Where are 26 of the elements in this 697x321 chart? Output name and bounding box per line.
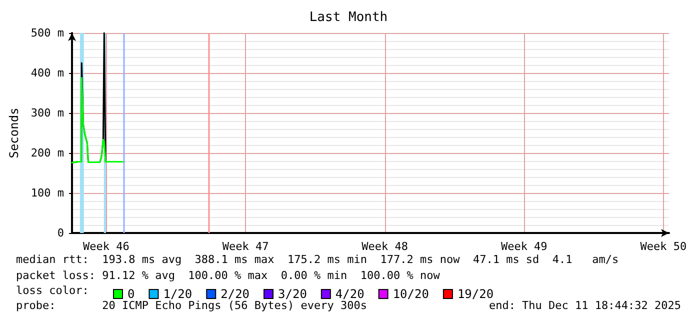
x-tick-label: Week 49	[500, 240, 548, 253]
y-tick-label: 100 m	[30, 186, 64, 200]
x-tick-label: Week 46	[83, 240, 130, 253]
x-tick-label: Week 48	[362, 240, 408, 253]
legend-label: 1/20	[163, 287, 192, 301]
x-tick-label: Week 47	[222, 240, 269, 253]
legend-label: 2/20	[220, 287, 250, 301]
line-series	[71, 77, 125, 164]
y-axis-title: Seconds	[7, 108, 21, 158]
text: end: Thu Dec 11 18:44:32 2025	[488, 299, 682, 312]
y-tick-label: 300 m	[30, 106, 64, 120]
text: probe: 20 ICMP Echo Pings (56 Bytes) every 300s	[16, 299, 367, 312]
y-tick-label: 0	[57, 226, 64, 240]
y-tick-label: 500 m	[30, 26, 64, 40]
legend-label: 10/20	[392, 287, 429, 301]
x-tick-label: Week 50	[640, 240, 687, 253]
y-tick-label: 400 m	[30, 66, 64, 80]
legend-label: 19/20	[457, 287, 494, 301]
text: packet loss: 91.12 % avg 100.00 % max 0.00 % min 100.00 % now	[16, 269, 440, 282]
legend-label: 3/20	[278, 287, 307, 301]
legend-label: 0	[128, 287, 135, 301]
chart-title: Last Month	[309, 10, 388, 25]
text: loss color:	[16, 284, 89, 297]
legend-label: 4/20	[335, 287, 364, 301]
y-tick-label: 200 m	[30, 146, 64, 160]
text: median rtt: 193.8 ms avg 388.1 ms max 175.2 ms min 177.2 ms now 47.1 ms sd 4.1 am/s	[16, 253, 619, 266]
